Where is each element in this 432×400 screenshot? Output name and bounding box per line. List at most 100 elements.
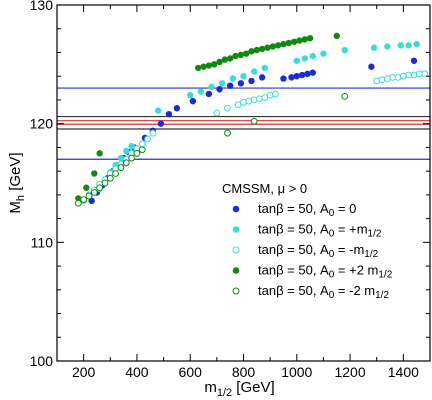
series-1-point: [301, 55, 308, 62]
reference-lines: [57, 87, 430, 160]
series-2-point: [224, 104, 231, 112]
series-2-point: [144, 135, 151, 143]
series-4-point: [106, 174, 114, 182]
x-axis-title-sub: 1/2: [217, 387, 232, 399]
series-2-point: [245, 97, 253, 105]
series-4-point: [138, 146, 146, 154]
x-axis-title-main: m: [204, 379, 217, 396]
series-1-point: [208, 83, 215, 91]
y-axis-title: Mh [GeV]: [7, 152, 27, 213]
series-0-point: [226, 82, 234, 89]
series-2-point: [410, 71, 418, 79]
x-tick-label: 600: [179, 364, 203, 380]
series-3-point: [216, 58, 223, 66]
series-2-point: [421, 70, 429, 78]
series-0-point: [165, 110, 173, 118]
series-1-point: [117, 154, 125, 162]
series-4-point: [250, 117, 258, 125]
y-tick-label: 120: [30, 116, 54, 132]
legend-marker-2: [232, 246, 240, 254]
series-3-point: [210, 61, 218, 68]
x-tick-label: 400: [125, 364, 149, 380]
series-3-point: [91, 170, 98, 177]
legend-marker-3: [232, 267, 240, 274]
series-4-point: [122, 159, 130, 167]
legend-marker-4: [232, 287, 240, 295]
y-axis-title-main: M: [7, 201, 24, 214]
series-4-point: [80, 196, 88, 204]
series-0-point: [280, 75, 287, 82]
series-3-point: [301, 36, 308, 43]
y-tick-label: 110: [31, 234, 54, 250]
series-4-point: [85, 192, 93, 200]
series-3-point: [274, 42, 282, 49]
legend-marker-1: [232, 226, 240, 233]
series-0-point: [298, 71, 306, 79]
series-1-point: [405, 42, 412, 49]
series-1-point: [413, 40, 420, 48]
legend-entry-0: tanβ = 50, A0 = 0: [258, 201, 356, 219]
series-0-point: [173, 105, 181, 112]
y-tick-label: 100: [30, 353, 54, 369]
series-3-point: [226, 55, 234, 62]
y-axis-title-unit: [GeV]: [7, 152, 24, 195]
legend-entry-1: tanβ = 50, A0 = +m1/2: [258, 222, 382, 240]
series-2-point: [240, 98, 247, 106]
series-2-point: [213, 109, 221, 117]
legend-entry-3: tanβ = 50, A0 = +2 m1/2: [258, 263, 393, 281]
x-tick-label: 200: [72, 364, 96, 380]
series-3-point: [200, 63, 207, 70]
y-tick-label: 130: [30, 0, 54, 13]
series-1-point: [384, 43, 391, 50]
series-3-point: [232, 52, 239, 60]
series-1-point: [261, 64, 269, 72]
x-axis-title: m1/2 [GeV]: [204, 379, 274, 399]
x-tick-label: 1200: [334, 364, 365, 380]
series-4-point: [112, 170, 120, 177]
series-2-point: [399, 72, 407, 80]
series-3-point: [83, 184, 90, 191]
series-0-point: [258, 74, 266, 81]
series-2-point: [378, 76, 386, 84]
series-1-point: [250, 68, 258, 75]
x-axis-ticks: 200 400 600 800 1000 1200 1400: [56, 5, 431, 380]
series-0-point: [288, 74, 295, 81]
series-2-point: [272, 90, 279, 98]
legend-entry-2: tanβ = 50, A0 = -m1/2: [258, 242, 379, 260]
series-2-point: [138, 140, 146, 148]
series-1-point: [197, 88, 205, 95]
legend-title: CMSSM, μ > 0: [222, 181, 307, 196]
series-0-point: [309, 69, 316, 76]
series-3-point: [296, 37, 303, 44]
series-3-point: [290, 38, 298, 45]
series-4-point: [224, 129, 231, 137]
series-1-point: [293, 57, 300, 64]
data-points: [74, 32, 429, 207]
series-1-point: [187, 91, 194, 99]
x-tick-label: 1400: [388, 364, 419, 380]
series-0-point: [237, 80, 245, 87]
series-3-point: [237, 51, 245, 59]
series-0-point: [368, 63, 375, 70]
series-0-point: [248, 77, 255, 85]
series-2-point: [373, 77, 381, 85]
series-3-point: [195, 64, 202, 72]
y-axis-title-sub: h: [15, 195, 27, 201]
series-1-point: [309, 52, 316, 60]
series-0-point: [216, 86, 223, 93]
series-3-point: [269, 43, 277, 50]
series-1-point: [397, 42, 404, 49]
series-4-point: [90, 189, 98, 196]
series-3-point: [306, 35, 314, 42]
series-2-point: [256, 95, 263, 103]
legend: CMSSM, μ > 0 tanβ = 50, A0 = 0 tanβ = 50,…: [222, 181, 393, 301]
series-3-point: [280, 40, 287, 48]
series-3-point: [253, 46, 261, 54]
series-3-point: [242, 50, 250, 57]
series-0-point: [205, 90, 213, 98]
x-tick-label: 1000: [281, 364, 312, 380]
series-4-point: [74, 199, 82, 207]
series-1-point: [229, 75, 237, 82]
series-0-point: [410, 57, 418, 64]
series-1-point: [240, 72, 247, 80]
